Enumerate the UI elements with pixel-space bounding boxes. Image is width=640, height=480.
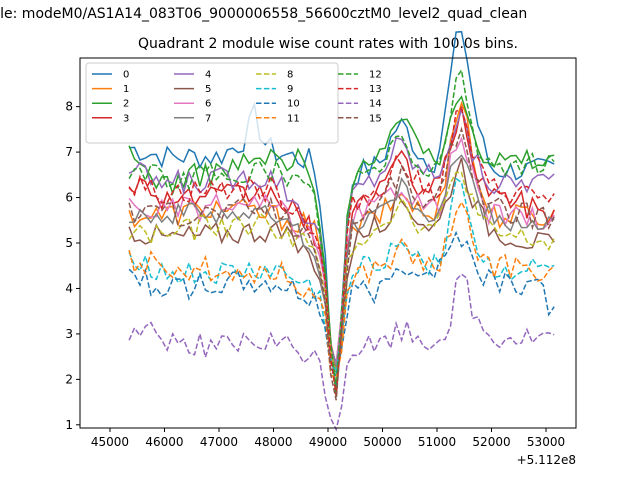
legend-label-15: 15 [369,113,382,124]
series-line-8 [128,171,555,375]
plot-lines [128,30,555,432]
suptitle-text: n file: modeM0/AS1A14_083T06_9000006558_… [0,6,528,22]
legend-label-0: 0 [123,70,129,81]
y-axis: 1 2 3 4 5 6 7 8 [65,100,80,432]
legend-label-12: 12 [369,70,382,81]
series-line-15 [128,126,555,401]
y-tick-label: 3 [65,327,73,341]
x-tick-label: 51000 [418,435,456,449]
x-axis: 45000 46000 47000 48000 49000 50000 51000 52000… [91,428,565,449]
series-line-12 [128,68,555,388]
x-tick-label: 46000 [145,435,183,449]
y-tick-label: 2 [65,372,73,386]
series-line-13 [128,108,555,396]
x-tick-label: 49000 [309,435,347,449]
y-tick-label: 4 [65,281,73,295]
legend-label-8: 8 [287,70,293,81]
chart-title: Quadrant 2 module wise count rates with … [138,36,518,52]
y-tick-label: 7 [65,145,73,159]
x-tick-label: 48000 [254,435,292,449]
legend-label-10: 10 [287,99,300,110]
legend-label-5: 5 [205,84,211,95]
legend-label-6: 6 [205,99,211,110]
legend-label-14: 14 [369,99,382,110]
series-line-10 [128,230,555,378]
series-line-11 [128,200,555,380]
y-tick-label: 5 [65,236,73,250]
x-tick-label: 52000 [472,435,510,449]
x-tick-label: 50000 [363,435,401,449]
y-tick-label: 8 [65,100,73,114]
legend-label-13: 13 [369,84,382,95]
legend-label-11: 11 [287,113,300,124]
legend-label-3: 3 [123,113,129,124]
y-tick-label: 1 [65,418,73,432]
x-offset-label: +5.112e8 [517,453,576,467]
legend-label-9: 9 [287,84,293,95]
legend-label-1: 1 [123,84,129,95]
y-tick-label: 6 [65,191,73,205]
series-line-14 [128,273,555,432]
x-tick-label: 47000 [200,435,238,449]
x-tick-label: 45000 [91,435,129,449]
legend-label-7: 7 [205,113,211,124]
legend-label-2: 2 [123,99,129,110]
x-tick-label: 53000 [527,435,565,449]
legend-label-4: 4 [205,70,211,81]
